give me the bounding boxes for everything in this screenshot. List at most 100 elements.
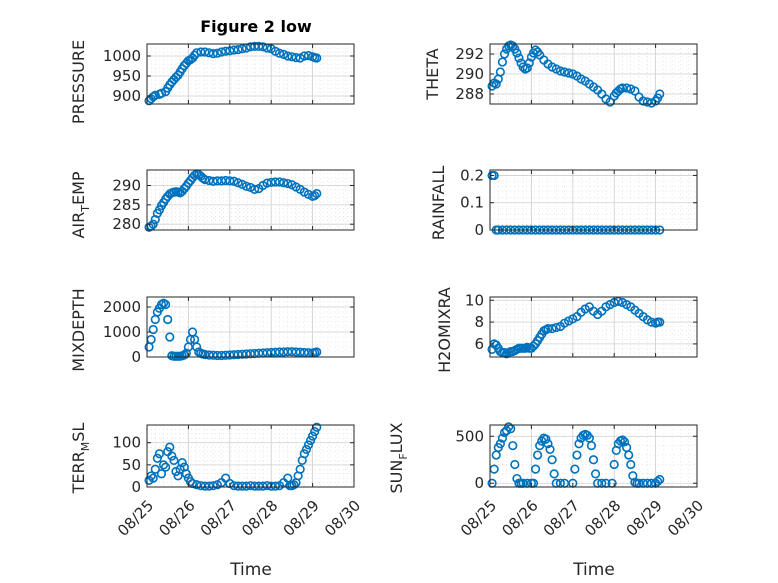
ylabel-air-temp-sub: T (79, 205, 92, 213)
data-point (289, 480, 299, 490)
data-point (504, 422, 514, 432)
axes-box (146, 424, 355, 488)
data-point (241, 181, 251, 191)
data-point (295, 464, 305, 474)
y-tick-label: 0 (474, 474, 484, 492)
plot-area (147, 425, 354, 487)
y-tick-label: 950 (112, 67, 141, 85)
x-tick-label: 08/25 (114, 497, 157, 540)
ylabel-air-temp: AIRTEMP (69, 171, 92, 238)
data-point (512, 48, 522, 58)
data-point (638, 96, 648, 106)
y-tick-label: 0 (131, 348, 141, 366)
data-point (208, 48, 218, 59)
y-tick-label: 2000 (103, 298, 141, 316)
data-point (630, 86, 640, 96)
y-tick-label: 0.1 (460, 194, 484, 212)
axes-box (489, 424, 698, 488)
series-markers (144, 41, 322, 106)
data-point (212, 48, 222, 58)
y-tick-label: 285 (112, 196, 141, 214)
data-point (167, 451, 177, 461)
y-tick-label: 6 (474, 335, 484, 353)
data-point (543, 324, 553, 334)
data-point (148, 324, 158, 335)
data-point (150, 90, 160, 100)
data-point (533, 450, 543, 460)
ylabel-air-temp-a: AIR (69, 212, 88, 239)
y-tick-label: 0 (474, 221, 484, 239)
data-point (274, 177, 285, 187)
data-point (299, 449, 309, 459)
y-tick-label: 292 (455, 45, 484, 63)
data-point (225, 176, 235, 186)
data-point (305, 435, 316, 446)
data-point (655, 317, 665, 327)
subplot-6: 6 8 10 (465, 291, 698, 359)
data-point (559, 67, 570, 77)
data-point (200, 47, 210, 57)
data-point (547, 455, 557, 465)
data-point (229, 45, 239, 55)
data-point (572, 450, 582, 460)
ylabel-pressure: PRESSURE (69, 40, 88, 124)
y-tick-label: 290 (455, 65, 484, 83)
data-point (154, 449, 165, 459)
data-point (555, 66, 565, 76)
y-tick-label: 0.2 (460, 166, 484, 184)
ylabel-sun-flux-b: LUX (387, 422, 406, 453)
data-point (574, 439, 584, 449)
data-point (165, 332, 175, 342)
x-tick-label: 08/28 (238, 497, 281, 540)
data-point (495, 67, 505, 77)
data-point (283, 51, 293, 61)
data-point (150, 214, 160, 225)
data-point (303, 440, 314, 450)
data-point (655, 474, 665, 485)
data-point (192, 342, 202, 352)
data-point (655, 89, 665, 99)
data-point (208, 481, 218, 491)
ylabel-theta: THETA (423, 48, 442, 100)
y-tick-label: 1000 (103, 47, 141, 65)
data-point (522, 63, 532, 73)
data-point (624, 450, 634, 460)
y-tick-label: 288 (455, 85, 484, 103)
data-point (497, 433, 508, 443)
plot-area (147, 170, 354, 230)
plot-area (147, 297, 354, 357)
x-tick-label: 08/25 (457, 497, 500, 540)
y-tick-label: 290 (112, 176, 141, 194)
data-point (165, 442, 175, 452)
y-tick-label: 1000 (103, 323, 141, 341)
data-point (291, 52, 301, 63)
subplot-2: 288 290 292 (455, 40, 698, 108)
y-tick-label: 280 (112, 215, 141, 233)
data-point (216, 47, 227, 57)
y-tick-label: 100 (112, 434, 141, 452)
data-point (312, 53, 322, 63)
data-point (161, 462, 171, 472)
data-point (535, 441, 545, 451)
subplot-4: 0 0.1 0.2 (460, 166, 698, 239)
data-point (192, 480, 202, 490)
data-point (495, 439, 505, 449)
ylabel-rainfall: RAINFALL (429, 166, 448, 241)
data-point (564, 68, 574, 78)
ylabel-air-temp-b: EMP (69, 171, 88, 205)
data-point (312, 189, 322, 199)
ylabel-sun-flux-sub: F (397, 453, 410, 459)
y-tick-label: 900 (112, 87, 141, 105)
data-point (308, 431, 318, 441)
x-tick-label: 08/27 (540, 497, 583, 540)
data-point (588, 455, 599, 465)
ylabel-terr-msl-a: TERR (69, 451, 88, 494)
ylabel-h2omixra: H2OMIXRA (435, 287, 454, 373)
axes-box (146, 43, 355, 105)
data-point (310, 190, 320, 201)
series-markers (487, 40, 665, 108)
axes-box (489, 169, 698, 231)
